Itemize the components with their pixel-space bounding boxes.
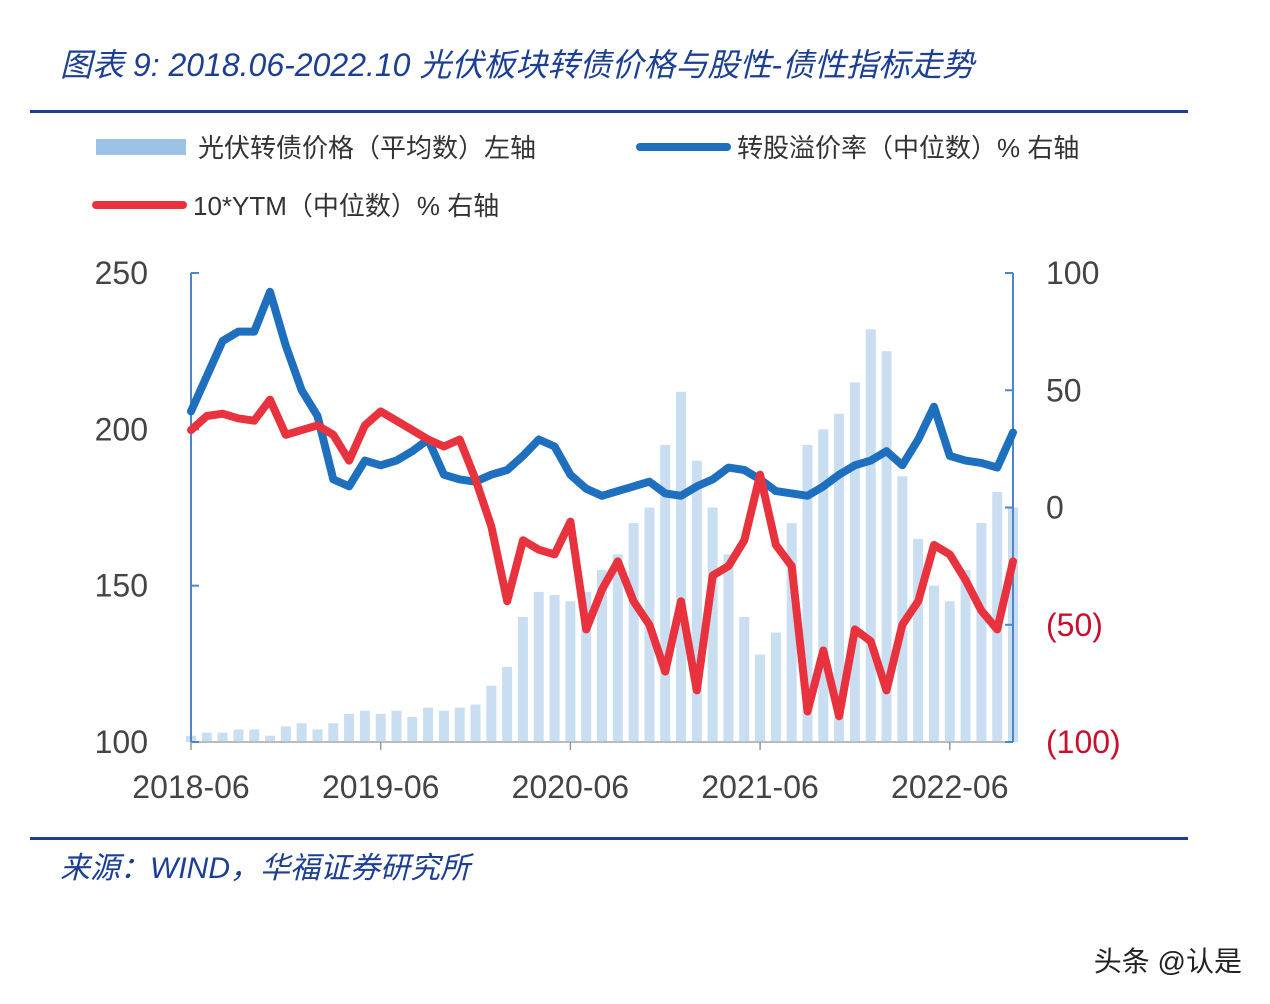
- bar: [470, 704, 481, 742]
- premium-line: [187, 287, 1017, 500]
- bar: [834, 413, 845, 742]
- legend-label: 转股溢价率（中位数）% 右轴: [737, 133, 1080, 163]
- bar: [280, 726, 291, 742]
- ytm-line: [187, 395, 1017, 721]
- bar: [517, 616, 528, 742]
- bar: [217, 732, 228, 742]
- legend-swatch-line: [636, 142, 731, 151]
- x-tick-label: 2020-06: [512, 769, 629, 805]
- bar: [928, 585, 939, 742]
- bar: [865, 329, 876, 742]
- bar: [597, 570, 607, 742]
- bar: [328, 723, 339, 742]
- legend-item-price: 光伏转债价格（平均数）左轴: [96, 128, 536, 165]
- left-tick-label: 200: [95, 411, 148, 447]
- bar: [802, 444, 813, 742]
- x-tick-label: 2021-06: [701, 769, 818, 805]
- bar: [296, 723, 307, 742]
- bar: [533, 591, 544, 742]
- bar: [344, 713, 355, 742]
- bar: [691, 460, 702, 742]
- source-divider: [30, 837, 1188, 840]
- bar: [407, 716, 418, 742]
- watermark: 头条 @认是: [1093, 946, 1242, 977]
- bar: [312, 729, 323, 742]
- bar: [849, 382, 860, 742]
- bar: [628, 523, 639, 742]
- bar: [359, 710, 370, 742]
- bar: [612, 554, 623, 742]
- title-divider: [30, 110, 1188, 113]
- bar: [502, 666, 513, 742]
- bar: [660, 444, 671, 742]
- bar: [913, 538, 924, 742]
- bar: [944, 601, 955, 742]
- bar: [565, 601, 576, 742]
- bar: [581, 591, 592, 742]
- bar: [375, 713, 386, 742]
- bar: [201, 732, 212, 742]
- bar: [423, 707, 434, 742]
- chart-title: 图表 9: 2018.06-2022.10 光伏板块转债价格与股性-债性指标走势: [60, 47, 975, 83]
- bar: [265, 735, 276, 742]
- x-tick-label: 2022-06: [891, 769, 1008, 805]
- right-tick-label: 100: [1046, 255, 1099, 291]
- bar: [486, 685, 497, 742]
- bar: [786, 523, 797, 742]
- legend-swatch-line: [92, 200, 187, 209]
- bar: [770, 632, 781, 742]
- bar: [549, 595, 560, 742]
- bar: [676, 391, 687, 742]
- left-tick-label: 250: [95, 255, 148, 291]
- legend-item-premium: 转股溢价率（中位数）% 右轴: [636, 128, 1079, 165]
- x-tick-label: 2018-06: [132, 769, 249, 805]
- legend-swatch-bar: [96, 138, 186, 155]
- x-tick-label: 2019-06: [322, 769, 439, 805]
- legend-label: 光伏转债价格（平均数）左轴: [198, 133, 537, 163]
- right-tick-label: 50: [1046, 372, 1082, 408]
- bar: [739, 616, 750, 742]
- bar: [723, 554, 734, 742]
- bar: [897, 476, 908, 742]
- bar: [976, 523, 987, 742]
- bar: [233, 729, 244, 742]
- bar: [818, 429, 829, 742]
- bar: [438, 710, 449, 742]
- bar: [707, 507, 718, 742]
- bar: [960, 570, 971, 742]
- source-note: 来源：WIND，华福证券研究所: [60, 852, 470, 885]
- bar: [249, 729, 260, 742]
- bar: [454, 707, 465, 742]
- bar: [391, 710, 402, 742]
- legend-item-ytm: 10*YTM（中位数）% 右轴: [92, 186, 499, 223]
- left-tick-label: 100: [95, 724, 148, 760]
- right-tick-label: (50): [1046, 607, 1103, 643]
- right-tick-label: 0: [1046, 490, 1064, 526]
- bar: [755, 654, 766, 742]
- left-tick-label: 150: [95, 568, 148, 604]
- right-tick-label: (100): [1046, 724, 1121, 760]
- bar: [881, 351, 892, 742]
- legend-label: 10*YTM（中位数）% 右轴: [193, 191, 500, 221]
